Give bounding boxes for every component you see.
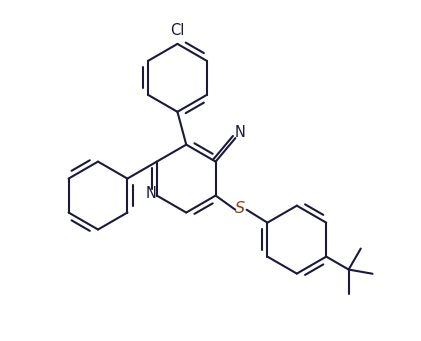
Text: Cl: Cl [170, 23, 185, 38]
Text: N: N [146, 187, 157, 202]
Text: N: N [234, 125, 245, 140]
Text: S: S [235, 202, 245, 217]
